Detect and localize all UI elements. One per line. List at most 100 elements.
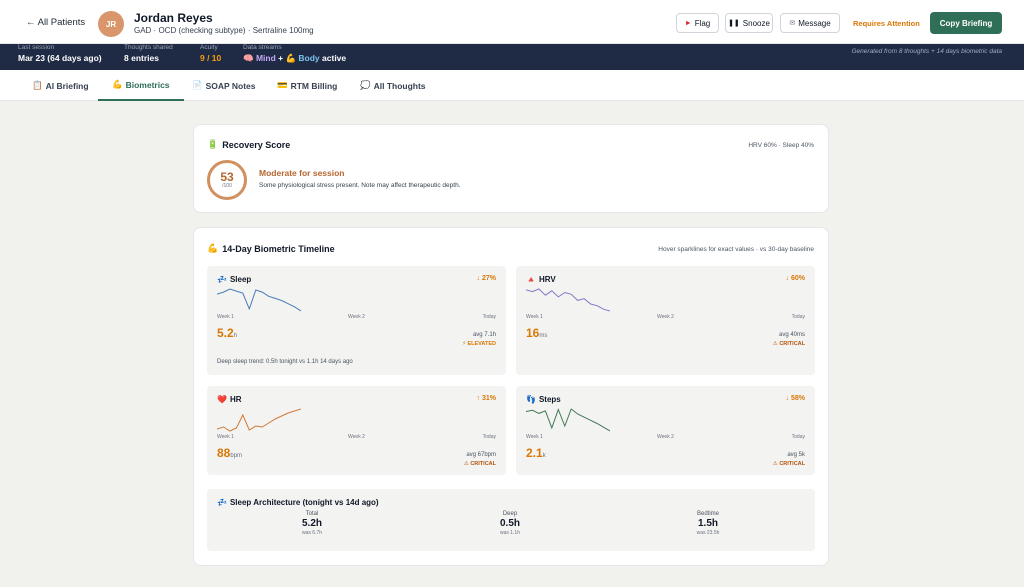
timeline-hint: Hover sparklines for exact values · vs 3…: [658, 246, 814, 253]
tab-label: All Thoughts: [373, 80, 426, 91]
tab-soap-notes[interactable]: 📄 SOAP Notes: [192, 70, 256, 101]
flag-button-label: Flag: [694, 18, 711, 28]
back-to-patients-link[interactable]: ← All Patients: [26, 17, 86, 28]
steps-title: 👣 Steps: [526, 395, 561, 404]
stat-label: Total: [305, 511, 319, 517]
timeline-title-text: 14-Day Biometric Timeline: [222, 243, 335, 254]
timeline-title: 💪 14-Day Biometric Timeline: [207, 243, 335, 254]
thoughts-label: Thoughts shared: [124, 44, 173, 51]
muscle-icon: 💪: [112, 79, 123, 89]
tab-label: AI Briefing: [45, 80, 89, 91]
metric-name: Sleep: [229, 275, 252, 284]
recovery-description: Some physiological stress present. Note …: [259, 182, 461, 189]
deep-sleep-footnote: Deep sleep trend: 0.5h tonight vs 1.1h 1…: [217, 359, 353, 365]
metric-value: 16ms: [526, 326, 547, 340]
recovery-score-ring: 53 /100: [207, 160, 247, 200]
metric-name: HR: [229, 395, 242, 404]
hrv-metric-panel: 🔺 HRV ↓ 60% Week 1 Week 2 Today 16ms avg …: [516, 266, 815, 375]
axis-today: Today: [482, 314, 496, 320]
axis-week2: Week 2: [348, 434, 365, 440]
clipboard-icon: 📋: [32, 80, 43, 90]
metric-delta: ↑ 31%: [476, 395, 496, 402]
recovery-score-card: 🔋 Recovery Score HRV 60% · Sleep 40% 53 /…: [193, 124, 829, 213]
axis-week1: Week 1: [526, 314, 543, 320]
last-session-stat: Last session Mar 23 (64 days ago): [18, 44, 102, 63]
thoughts-value: 8 entries: [124, 53, 159, 63]
hrv-sparkline[interactable]: [526, 287, 610, 313]
tab-label: SOAP Notes: [205, 80, 256, 91]
sleep-icon: 💤: [217, 498, 227, 507]
metric-unit: ms: [539, 333, 548, 339]
acuity-stat: Acuity 9 / 10: [200, 44, 221, 63]
metric-value-number: 16: [526, 326, 540, 340]
steps-metric-panel: 👣 Steps ↓ 58% Week 1 Week 2 Today 2.1k av…: [516, 386, 815, 475]
stat-value: 5.2h: [301, 518, 322, 529]
stat-value: 1.5h: [697, 518, 718, 529]
sparkline-path: [526, 409, 610, 431]
axis-week1: Week 1: [217, 434, 234, 440]
tab-biometrics[interactable]: 💪 Biometrics: [98, 70, 184, 101]
hrv-title: 🔺 HRV: [526, 275, 556, 284]
patient-name: Jordan Reyes: [134, 11, 213, 25]
footprints-icon: 👣: [526, 395, 536, 404]
sleep-bedtime-stat: Bedtime 1.5h was 23.5h: [668, 511, 748, 536]
snooze-button[interactable]: ❚❚ Snooze: [725, 13, 773, 33]
metric-delta: ↓ 58%: [785, 395, 805, 402]
patient-diagnosis: GAD · OCD (checking subtype) · Sertralin…: [134, 26, 314, 35]
metric-value: 5.2h: [217, 326, 237, 340]
tab-rtm-billing[interactable]: 💳 RTM Billing: [277, 70, 337, 101]
sparkline-path: [526, 289, 610, 311]
stat-previous: was 1.1h: [499, 530, 520, 536]
steps-sparkline[interactable]: [526, 407, 610, 433]
body-stream: 💪 Body: [285, 53, 320, 63]
metric-average: avg 7.1h: [472, 332, 496, 338]
metric-value-number: 88: [217, 446, 231, 460]
tab-label: RTM Billing: [290, 80, 338, 91]
metric-value-number: 5.2: [217, 326, 234, 340]
sparkline-path: [217, 289, 301, 311]
avatar: JR: [98, 11, 124, 37]
hr-sparkline[interactable]: [217, 407, 301, 433]
stat-label: Deep: [502, 511, 518, 517]
metric-name: Steps: [538, 395, 561, 404]
tab-bar: 📋 AI Briefing 💪 Biometrics 📄 SOAP Notes 💳 RT…: [0, 70, 1024, 101]
axis-week2: Week 2: [348, 314, 365, 320]
patient-stats-bar: Last session Mar 23 (64 days ago) Though…: [0, 44, 1024, 70]
tab-all-thoughts[interactable]: 💭 All Thoughts: [360, 70, 426, 101]
data-streams-label: Data streams: [243, 44, 282, 51]
recovery-score-title: 🔋 Recovery Score: [207, 139, 290, 150]
recovery-score-denominator: /100: [222, 183, 232, 189]
axis-week2: Week 2: [657, 314, 674, 320]
biometric-timeline-card: 💪 14-Day Biometric Timeline Hover sparkli…: [193, 227, 829, 566]
sleep-architecture-title-text: Sleep Architecture (tonight vs 14d ago): [229, 498, 379, 507]
metric-value-number: 2.1: [526, 446, 543, 460]
tab-ai-briefing[interactable]: 📋 AI Briefing: [32, 70, 89, 101]
sleep-architecture-title: 💤 Sleep Architecture (tonight vs 14d ago): [217, 498, 379, 507]
recovery-weights: HRV 60% · Sleep 40%: [748, 142, 814, 149]
metric-average: avg 5k: [787, 452, 805, 458]
metric-value: 2.1k: [526, 446, 546, 460]
message-icon: ✉: [789, 20, 796, 27]
metric-flag: ⚠ CRITICAL: [772, 461, 805, 467]
metric-average: avg 67bpm: [466, 452, 496, 458]
streams-status: active: [319, 53, 347, 63]
message-button[interactable]: ✉ Message: [780, 13, 840, 33]
axis-today: Today: [791, 314, 805, 320]
metric-unit: h: [233, 333, 238, 339]
battery-icon: 🔋: [207, 139, 219, 149]
streams-plus: +: [275, 53, 286, 63]
recovery-headline: Moderate for session: [259, 168, 345, 178]
axis-today: Today: [482, 434, 496, 440]
last-session-value: Mar 23 (64 days ago): [18, 53, 102, 63]
stat-previous: was 23.5h: [696, 530, 720, 536]
recovery-title-text: Recovery Score: [222, 139, 291, 150]
data-streams-value: 🧠 Mind + 💪 Body active: [243, 53, 346, 64]
flag-button[interactable]: ► Flag: [676, 13, 719, 33]
mind-stream: 🧠 Mind: [243, 53, 276, 63]
thoughts-stat: Thoughts shared 8 entries: [124, 44, 173, 63]
copy-briefing-button[interactable]: Copy Briefing: [930, 12, 1002, 34]
triangle-icon: 🔺: [526, 275, 536, 284]
sleep-sparkline[interactable]: [217, 287, 301, 313]
thought-bubble-icon: 💭: [360, 80, 371, 90]
top-bar: ← All Patients JR Jordan Reyes GAD · OCD…: [0, 0, 1024, 44]
